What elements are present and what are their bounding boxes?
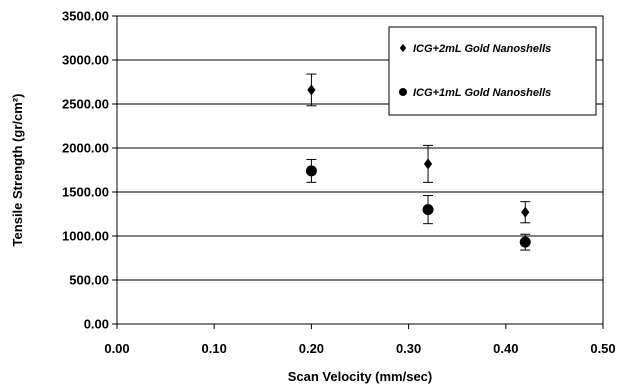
y-axis-tick-labels: 0.00 500.00 1000.00 1500.00 2000.00 2500.00 30…	[62, 9, 109, 332]
y-axis-title: Tensile Strength (gr/cm²)	[10, 94, 25, 247]
legend-label: ICG+2mL Gold Nanoshells	[413, 43, 551, 55]
series-2	[305, 158, 531, 251]
y-tick-label: 500.00	[69, 273, 109, 288]
y-tick-label: 0.00	[84, 317, 109, 332]
legend-marker-circle	[399, 88, 407, 96]
legend: ICG+2mL Gold Nanoshells ICG+1mL Gold Nano…	[388, 26, 597, 116]
legend-box	[388, 26, 597, 116]
y-tick-label: 3000.00	[62, 53, 109, 68]
x-tick-label: 0.40	[493, 341, 518, 356]
x-axis-tick-labels: 0.00 0.10 0.20 0.30 0.40 0.50	[104, 341, 615, 356]
y-tick-label: 2000.00	[62, 141, 109, 156]
legend-marker-diamond	[399, 44, 407, 52]
x-tick-label: 0.30	[396, 341, 421, 356]
x-tick-label: 0.20	[299, 341, 324, 356]
x-tick-label: 0.00	[104, 341, 129, 356]
y-tick-label: 3500.00	[62, 9, 109, 24]
series-1	[306, 73, 531, 224]
y-tick-label: 2500.00	[62, 97, 109, 112]
legend-item: ICG+1mL Gold Nanoshells	[399, 87, 551, 99]
data-point-circle	[422, 204, 434, 216]
data-point-circle	[305, 165, 317, 177]
legend-label: ICG+1mL Gold Nanoshells	[413, 87, 551, 99]
legend-item: ICG+2mL Gold Nanoshells	[399, 43, 551, 55]
data-marks	[305, 73, 531, 251]
data-point-diamond	[423, 158, 433, 170]
y-tick-label: 1000.00	[62, 229, 109, 244]
y-tick-label: 1500.00	[62, 185, 109, 200]
data-point-diamond	[521, 206, 530, 218]
x-tick-label: 0.50	[590, 341, 615, 356]
data-point-diamond	[307, 84, 316, 96]
data-point-circle	[519, 236, 531, 248]
plot-area	[112, 15, 604, 329]
x-axis-title: Scan Velocity (mm/sec)	[288, 369, 433, 384]
x-tick-label: 0.10	[202, 341, 227, 356]
